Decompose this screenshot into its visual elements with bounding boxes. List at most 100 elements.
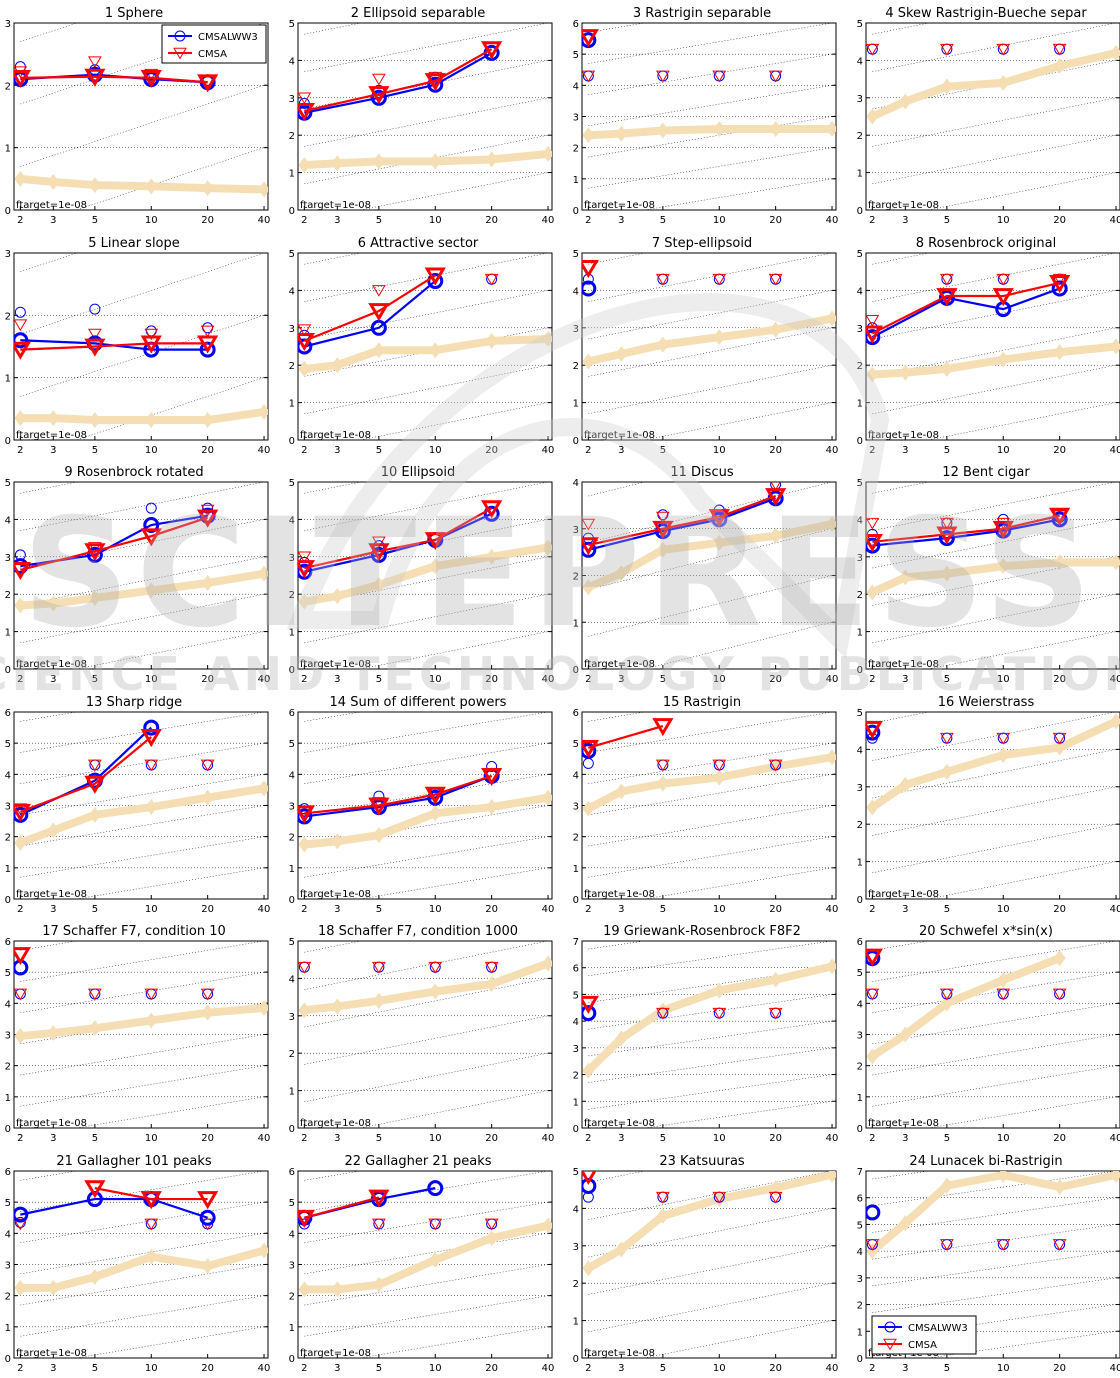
reference-line: [20, 1246, 266, 1292]
reference-point: [826, 1170, 836, 1183]
reference-point: [485, 976, 498, 993]
outlier-marker: [372, 284, 386, 297]
x-tick-label: 2: [17, 1133, 23, 1144]
reference-point: [826, 958, 836, 975]
reference-point: [372, 576, 385, 593]
y-tick-label: 1: [289, 1322, 295, 1333]
reference-point: [826, 516, 836, 533]
gridline-diagonal: [588, 993, 836, 1030]
reference-point: [582, 1062, 595, 1079]
chart-title: 14 Sum of different powers: [329, 694, 507, 710]
y-tick-label: 3: [289, 801, 295, 812]
y-tick-label: 0: [289, 436, 295, 447]
x-tick-label: 10: [429, 1363, 442, 1374]
gridline-diagonal: [304, 941, 550, 990]
x-tick-label: 20: [201, 215, 214, 226]
outlier-marker: [657, 509, 669, 521]
gridline-diagonal: [20, 1064, 268, 1107]
chart-svg: 0 1 2 3 4 5 2 3 5 10 20 40 ftarget=1e-08: [5, 478, 271, 685]
gridline-diagonal: [588, 23, 834, 64]
x-tick-label: 5: [660, 1363, 666, 1374]
x-tick-label: 3: [334, 674, 340, 685]
ftarget-label: ftarget=1e-08: [584, 659, 655, 670]
y-tick-label: 1: [5, 863, 11, 874]
gridline-diagonal: [588, 252, 834, 302]
x-tick-label: 40: [258, 904, 271, 915]
series-line: [872, 518, 1060, 547]
gridline-diagonal: [588, 1281, 836, 1332]
x-tick-label: 20: [1053, 674, 1066, 685]
outlier-marker: [89, 303, 101, 315]
chart-title: 23 Katsuuras: [659, 1153, 745, 1169]
outlier-marker: [14, 1216, 26, 1228]
y-tick-label: 4: [857, 999, 863, 1010]
gridline-diagonal: [20, 741, 268, 784]
gridline-diagonal: [20, 555, 268, 606]
series-line: [304, 774, 493, 817]
x-tick-label: 5: [660, 674, 666, 685]
chart-panel-18: 18 Schaffer F7, condition 1000 0 1 2 3 4 5 2 3 5 1…: [284, 918, 568, 1148]
reference-point: [372, 1276, 385, 1293]
gridline-diagonal: [20, 1033, 268, 1076]
y-tick-label: 2: [857, 820, 863, 831]
plot-frame: [297, 940, 553, 1129]
y-tick-label: 3: [573, 1044, 579, 1055]
gridline-diagonal: [872, 1002, 1120, 1045]
outlier-marker: [996, 43, 1011, 56]
x-tick-label: 20: [769, 674, 782, 685]
gridline-diagonal: [872, 711, 1118, 761]
y-tick-label: 2: [857, 1062, 863, 1073]
gridline-diagonal: [588, 835, 836, 877]
reference-point: [615, 125, 628, 142]
gridline-diagonal: [643, 177, 836, 210]
series-marker: [197, 334, 219, 354]
reference-point: [485, 1229, 498, 1246]
x-tick-label: 40: [258, 1363, 271, 1374]
x-tick-label: 10: [713, 445, 726, 456]
y-tick-label: 1: [5, 373, 11, 384]
reference-point: [1053, 1178, 1066, 1195]
x-tick-label: 10: [997, 674, 1010, 685]
gridline-diagonal: [304, 1052, 552, 1103]
gridline-diagonal: [643, 866, 836, 899]
x-tick-label: 20: [485, 674, 498, 685]
gridline-diagonal: [304, 288, 552, 339]
y-tick-label: 6: [857, 937, 863, 948]
gridline-diagonal: [304, 941, 362, 953]
y-tick-label: 5: [5, 1198, 11, 1209]
series-marker: [140, 528, 162, 547]
gridline-diagonal: [20, 83, 268, 167]
x-tick-label: 20: [769, 215, 782, 226]
plot-frame: [865, 711, 1120, 899]
series-marker: [866, 1203, 881, 1220]
x-tick-label: 5: [660, 904, 666, 915]
x-tick-label: 3: [618, 445, 624, 456]
x-tick-label: 2: [301, 1363, 307, 1374]
reference-line: [18, 783, 265, 847]
outlier-marker: [582, 70, 596, 83]
gridline-diagonal: [359, 1089, 552, 1128]
series-marker: [298, 563, 313, 580]
gridline-diagonal: [304, 252, 362, 264]
x-tick-label: 40: [826, 215, 839, 226]
reference-point: [145, 178, 158, 195]
y-tick-label: 3: [857, 1273, 863, 1284]
outlier-marker: [1052, 273, 1067, 286]
gridline-diagonal: [588, 1073, 836, 1110]
y-tick-label: 3: [5, 249, 11, 260]
y-tick-label: 6: [857, 1193, 863, 1204]
series-marker: [936, 526, 958, 545]
chart-title: 17 Schaffer F7, condition 10: [42, 924, 226, 939]
ftarget-label: ftarget=1e-08: [868, 889, 939, 900]
chart-panel-20: 20 Schwefel x*sin(x) 0 1 2 3 4 5 6 2 3 5 10 20 40 ftar…: [852, 918, 1120, 1148]
x-tick-label: 3: [50, 445, 56, 456]
series-marker: [370, 546, 387, 563]
y-tick-label: 4: [289, 56, 295, 67]
reference-point: [713, 328, 726, 345]
series-line: [304, 507, 493, 570]
reference-point: [145, 1012, 158, 1029]
x-tick-label: 3: [618, 1133, 624, 1144]
y-tick-label: 5: [5, 478, 11, 489]
reference-line: [870, 49, 1117, 121]
x-tick-label: 20: [201, 904, 214, 915]
